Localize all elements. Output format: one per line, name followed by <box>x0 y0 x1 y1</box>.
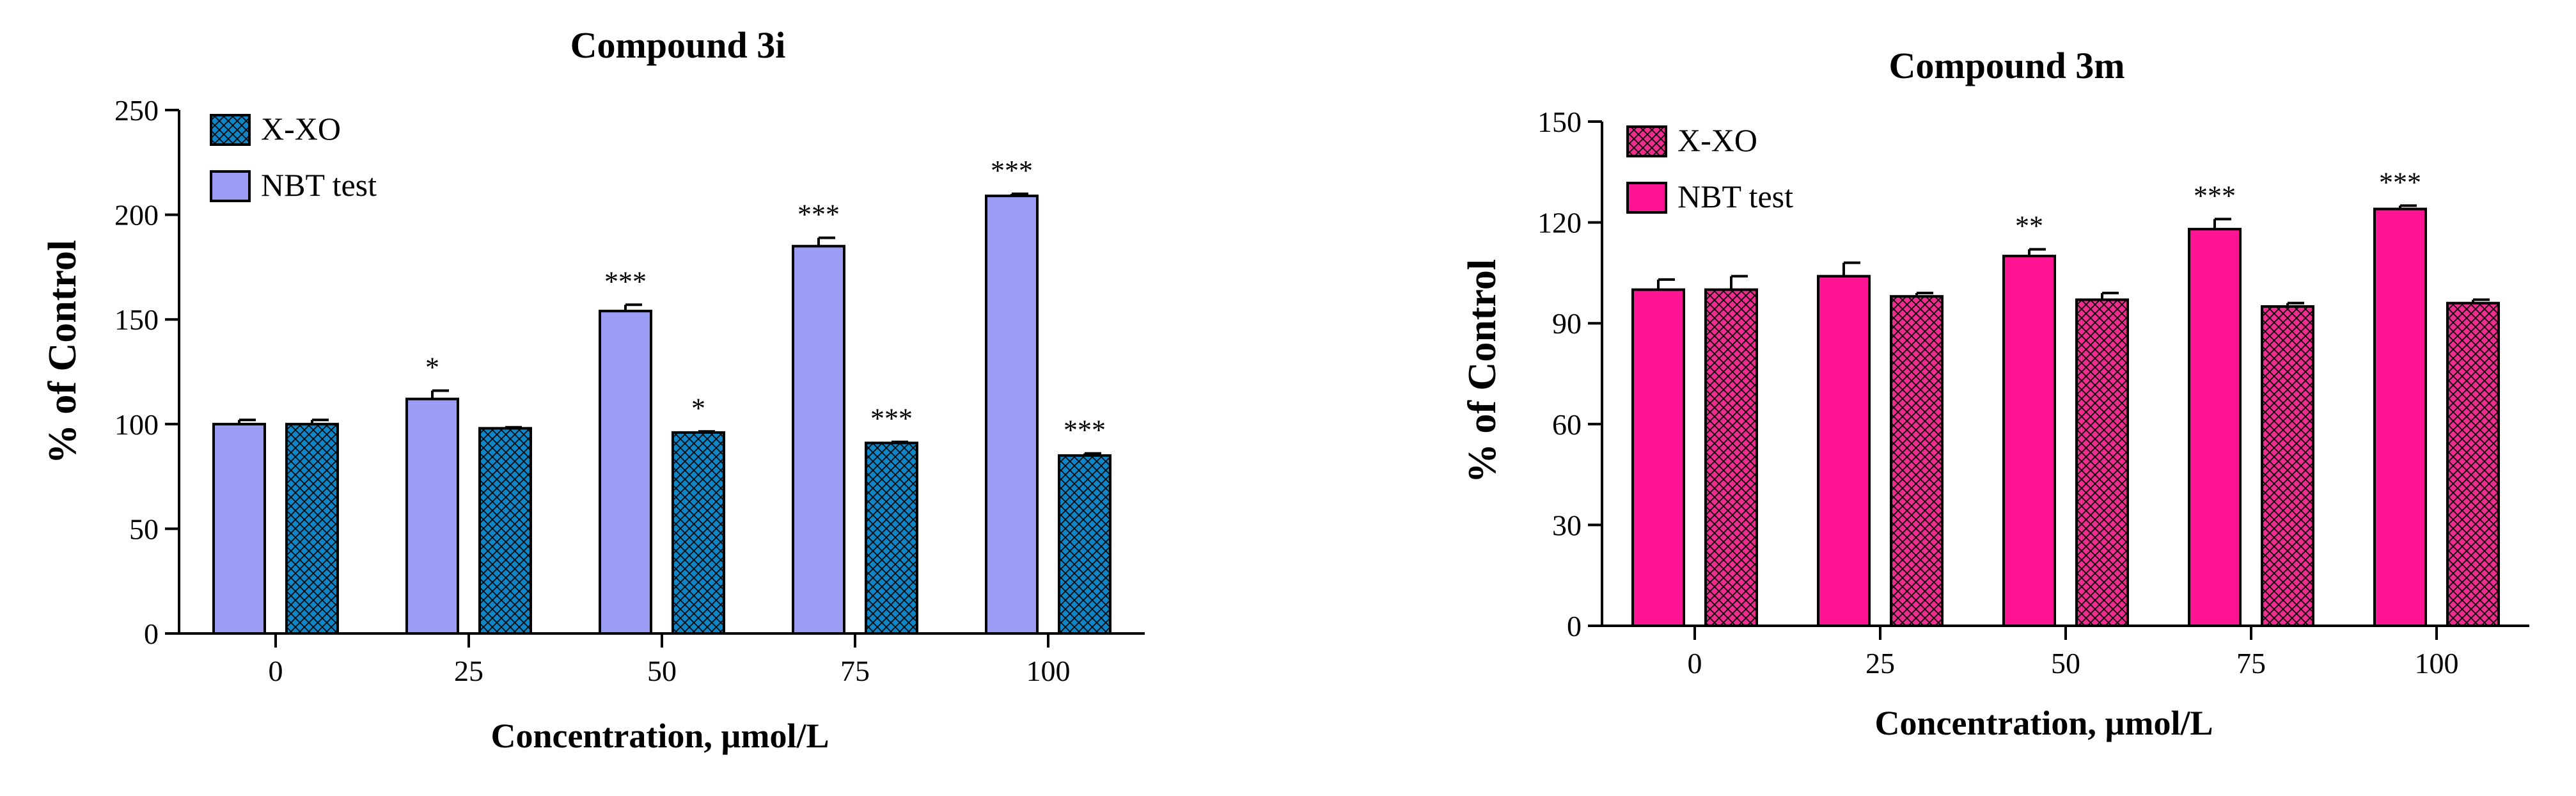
c2-ytick-label: 0 <box>1567 610 1582 642</box>
c2-bar-nbt <box>2373 207 2427 627</box>
c1-bar-xxo <box>478 427 532 635</box>
c2-bar-xxo <box>2446 301 2500 627</box>
c1-legend-swatch-xxo <box>210 114 251 146</box>
chart-1-title: Compound 3i <box>570 24 786 66</box>
chart-2-title: Compound 3m <box>1889 45 2124 86</box>
c2-ytick-label: 90 <box>1552 307 1582 340</box>
c1-xtick-label: 75 <box>840 655 870 687</box>
c1-xtick-label: 25 <box>454 655 483 687</box>
c1-ytick-label: 250 <box>114 94 159 127</box>
c2-bar-nbt <box>1817 275 1871 627</box>
c1-significance-label: *** <box>604 266 647 297</box>
c1-bar-nbt <box>599 310 652 635</box>
c2-ytick-label: 150 <box>1537 106 1582 138</box>
c1-significance-label: *** <box>1064 415 1106 446</box>
c1-significance-label: *** <box>870 403 913 434</box>
chart-1-xlabel: Concentration, µmol/L <box>491 717 829 755</box>
c2-legend-label-nbt: NBT test <box>1677 179 1793 214</box>
c1-xtick-label: 0 <box>269 655 283 687</box>
c2-legend-swatch-nbt <box>1626 182 1667 214</box>
chart-2-marks: 0 30 60 90 120 150 0 25 50 ** 75 *** 100 *** X-XO NBT t… <box>1537 106 2529 680</box>
c2-bar-xxo <box>1704 288 1758 627</box>
c2-significance-label: *** <box>2379 166 2421 198</box>
c1-legend-label-xxo: X-XO <box>261 111 341 147</box>
c2-bar-xxo <box>2261 305 2314 627</box>
c1-ytick-label: 200 <box>114 199 159 232</box>
c1-significance-label: *** <box>797 199 840 230</box>
c2-ytick-label: 120 <box>1537 207 1582 239</box>
c2-ytick-label: 30 <box>1552 509 1582 541</box>
c1-significance-label: *** <box>991 155 1033 186</box>
c2-bar-nbt <box>1631 288 1685 627</box>
c1-bar-nbt <box>985 195 1039 635</box>
c2-xtick-label: 100 <box>2415 647 2459 680</box>
c1-significance-label: * <box>425 351 439 383</box>
c1-legend-swatch-nbt <box>210 170 251 202</box>
c1-ytick-label: 0 <box>144 617 159 650</box>
c2-bar-nbt <box>2188 228 2242 627</box>
chart-2: Compound 3m % of Control Concentration, … <box>1461 45 2529 742</box>
c1-bar-xxo <box>671 431 725 635</box>
c2-significance-label: ** <box>2015 211 2043 242</box>
c2-xtick-label: 25 <box>1865 647 1895 680</box>
chart-1-ylabel: % of Control <box>41 240 84 464</box>
c2-xtick-label: 50 <box>2051 647 2080 680</box>
c1-bar-nbt <box>212 422 266 635</box>
chart-2-xlabel: Concentration, µmol/L <box>1874 704 2213 742</box>
c1-bar-xxo <box>1058 454 1111 635</box>
c2-bar-nbt <box>2002 255 2056 627</box>
c1-bar-xxo <box>285 422 339 635</box>
c2-xtick-label: 0 <box>1688 647 1702 680</box>
chart-2-ylabel: % of Control <box>1461 259 1504 483</box>
c2-bar-xxo <box>1890 295 1944 627</box>
c1-ytick-label: 50 <box>129 513 159 545</box>
c2-bar-xxo <box>2075 298 2129 627</box>
c1-bar-nbt <box>792 244 845 635</box>
c1-bar-nbt <box>405 397 459 635</box>
c1-legend-label-nbt: NBT test <box>261 167 377 203</box>
c2-significance-label: *** <box>2194 180 2236 211</box>
c1-xtick-label: 100 <box>1026 655 1071 687</box>
c2-legend-label-xxo: X-XO <box>1677 122 1757 158</box>
c2-xtick-label: 75 <box>2236 647 2266 680</box>
chart-1: Compound 3i % of Control Concentration, … <box>41 24 1145 755</box>
c1-xtick-label: 50 <box>647 655 677 687</box>
c2-legend-swatch-xxo <box>1626 125 1667 157</box>
c1-ytick-label: 100 <box>114 408 159 441</box>
c1-ytick-label: 150 <box>114 303 159 336</box>
c1-bar-xxo <box>865 442 918 635</box>
c2-ytick-label: 60 <box>1552 408 1582 441</box>
c1-significance-label: * <box>691 392 705 424</box>
